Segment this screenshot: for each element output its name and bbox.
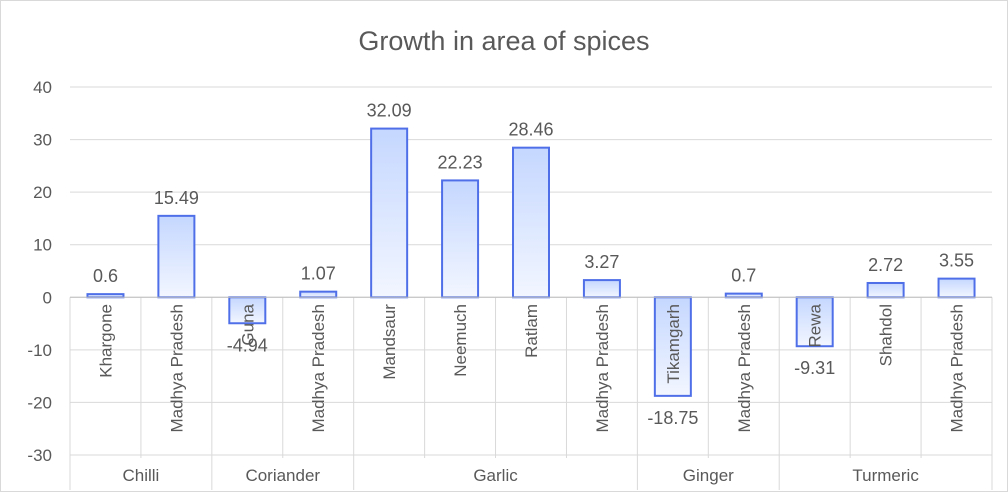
bar [582,279,621,299]
category-label: Khargone [96,304,115,378]
data-label: -4.94 [227,335,268,355]
group-label: Coriander [245,466,320,485]
data-label: 3.27 [584,252,619,272]
bar [157,214,196,299]
bar [937,277,976,299]
data-label: 0.7 [731,266,756,286]
bar [653,296,692,397]
category-label: Mandsaur [380,304,399,380]
group-label: Ginger [683,466,734,485]
data-label: 28.46 [508,120,553,140]
group-label: Turmeric [852,466,919,485]
data-label: 0.6 [93,266,118,286]
group-label: Chilli [123,466,160,485]
category-label: Madhya Pradesh [309,304,328,433]
category-label: Madhya Pradesh [948,304,967,433]
bar [724,292,763,299]
y-tick-label: 40 [33,78,52,97]
data-label: 2.72 [868,255,903,275]
data-label: -18.75 [647,408,698,428]
category-label: Tikamgarh [664,304,683,384]
group-label: Garlic [473,466,518,485]
bar [228,296,267,325]
data-label: 32.09 [367,101,412,121]
bar [441,179,480,299]
category-label: Shahdol [877,304,896,366]
bar [370,127,409,299]
category-label: Madhya Pradesh [167,304,186,433]
data-label: 3.55 [939,251,974,271]
y-tick-label: -20 [27,393,52,412]
category-label: Rewa [806,303,825,347]
category-label: Guna [238,303,257,345]
data-label: 1.07 [301,264,336,284]
bar [795,296,834,348]
data-label: 22.23 [438,152,483,172]
bar [866,281,905,299]
category-label: Ratlam [522,304,541,358]
data-label: -9.31 [794,358,835,378]
category-label: Madhya Pradesh [593,304,612,433]
y-tick-label: 20 [33,183,52,202]
category-label: Madhya Pradesh [735,304,754,433]
bar [299,290,338,299]
chart-title: Growth in area of spices [358,26,650,56]
data-label: 15.49 [154,188,199,208]
y-tick-label: -10 [27,341,52,360]
bar [512,146,550,299]
y-tick-label: 0 [43,288,52,307]
y-tick-label: 10 [33,236,52,255]
category-label: Neemuch [451,304,470,377]
y-tick-label: 30 [33,131,52,150]
y-tick-label: -30 [27,446,52,465]
